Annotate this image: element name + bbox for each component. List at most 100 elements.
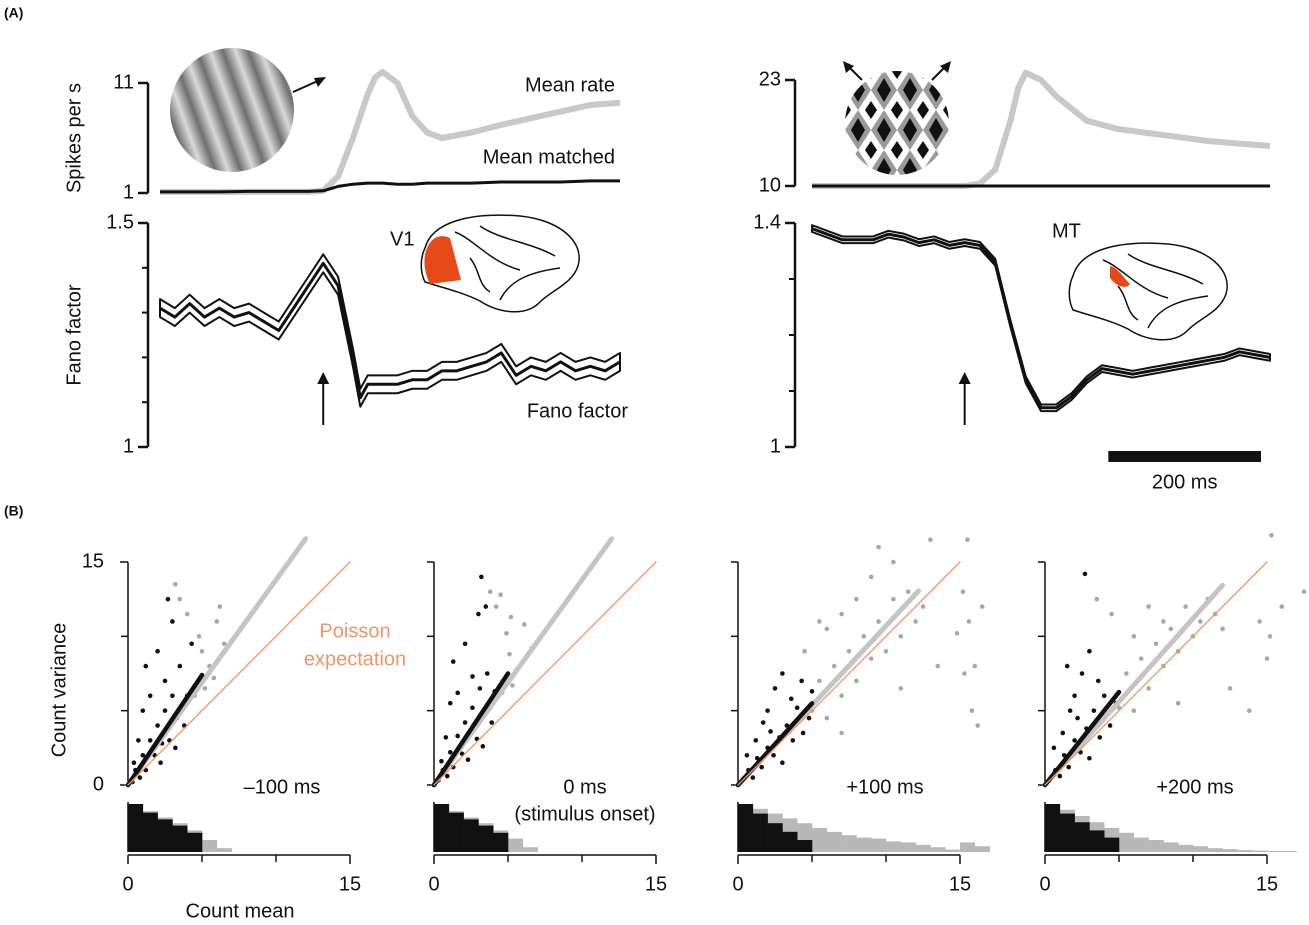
histogram-bar <box>974 846 990 852</box>
panel-label: (B) <box>4 503 23 519</box>
error-band <box>811 224 1271 413</box>
histogram-bar <box>738 804 754 852</box>
line <box>160 179 620 194</box>
point <box>809 689 815 694</box>
point <box>750 775 756 780</box>
point <box>177 596 183 602</box>
point <box>788 696 794 702</box>
histogram-bar <box>187 832 203 852</box>
fit-line <box>737 561 961 786</box>
histogram-bar <box>812 828 828 852</box>
point <box>1227 686 1233 691</box>
point <box>905 589 911 595</box>
point <box>162 708 168 713</box>
point <box>1079 671 1085 676</box>
point <box>1091 708 1097 713</box>
point <box>799 678 804 684</box>
point <box>480 744 486 749</box>
histogram-bar <box>1119 832 1135 852</box>
point <box>753 738 759 743</box>
time-label: +100 ms <box>846 776 923 798</box>
point <box>975 723 981 728</box>
point <box>759 764 764 770</box>
point <box>868 574 874 580</box>
point <box>1072 693 1077 699</box>
histogram-bar <box>508 838 524 852</box>
point <box>1051 745 1057 751</box>
histogram-bar <box>1207 848 1223 852</box>
line <box>159 261 621 400</box>
point <box>1264 656 1270 661</box>
point <box>1095 678 1101 684</box>
y-tick-label: 11 <box>113 71 134 93</box>
point <box>470 705 475 710</box>
histogram-bar <box>1193 846 1209 852</box>
point <box>898 686 904 691</box>
histogram-bar <box>871 838 887 852</box>
point <box>861 634 867 639</box>
point <box>839 730 844 736</box>
point <box>131 760 137 765</box>
point <box>1057 773 1063 779</box>
point <box>462 641 468 647</box>
histogram-bar <box>841 835 857 852</box>
histogram-bar <box>1237 850 1253 852</box>
histogram-bar <box>782 831 798 852</box>
point <box>445 773 450 779</box>
point <box>928 537 933 542</box>
point <box>1131 708 1137 713</box>
point <box>1060 730 1066 736</box>
point <box>969 708 975 713</box>
point <box>954 631 960 636</box>
point <box>1279 604 1285 609</box>
point <box>455 690 460 696</box>
point <box>140 708 146 713</box>
y-tick-label: 1.5 <box>106 211 134 233</box>
point <box>479 574 484 580</box>
point <box>817 619 822 624</box>
point <box>891 596 896 602</box>
point <box>824 715 830 721</box>
point <box>744 752 750 758</box>
histogram-bar <box>493 832 509 852</box>
point <box>217 604 223 609</box>
fit-line <box>735 700 815 788</box>
point <box>962 671 967 676</box>
series-label: Mean rate <box>525 74 615 96</box>
point <box>790 738 796 743</box>
point <box>498 592 503 598</box>
point <box>214 619 220 624</box>
point <box>177 663 183 669</box>
point <box>768 729 773 734</box>
histogram-bar <box>157 819 173 852</box>
point <box>489 720 495 725</box>
point <box>876 619 881 624</box>
histogram-bar <box>1163 842 1179 852</box>
point <box>147 738 153 743</box>
y-tick-label: 1 <box>770 435 781 457</box>
x-tick-label: 0 <box>1039 873 1050 895</box>
point <box>935 663 941 669</box>
histogram-bar <box>1252 850 1268 852</box>
point <box>147 693 153 699</box>
point <box>173 745 178 751</box>
histogram-bar <box>856 837 872 852</box>
point <box>806 715 812 721</box>
histogram-bar <box>797 840 813 852</box>
point <box>1101 693 1107 699</box>
scale-bar <box>1108 451 1261 462</box>
point <box>143 663 149 669</box>
point <box>189 641 194 647</box>
x-tick-label: 0 <box>428 873 439 895</box>
point <box>1072 738 1077 743</box>
point <box>443 735 449 740</box>
brain-v1 <box>420 214 580 313</box>
point <box>455 733 460 739</box>
point <box>1138 656 1144 661</box>
histogram-bar <box>1222 849 1238 852</box>
point <box>450 659 456 664</box>
time-label: –100 ms <box>244 776 321 798</box>
time-label: +200 ms <box>1156 776 1233 798</box>
fit-line <box>433 561 657 786</box>
point <box>493 604 499 609</box>
